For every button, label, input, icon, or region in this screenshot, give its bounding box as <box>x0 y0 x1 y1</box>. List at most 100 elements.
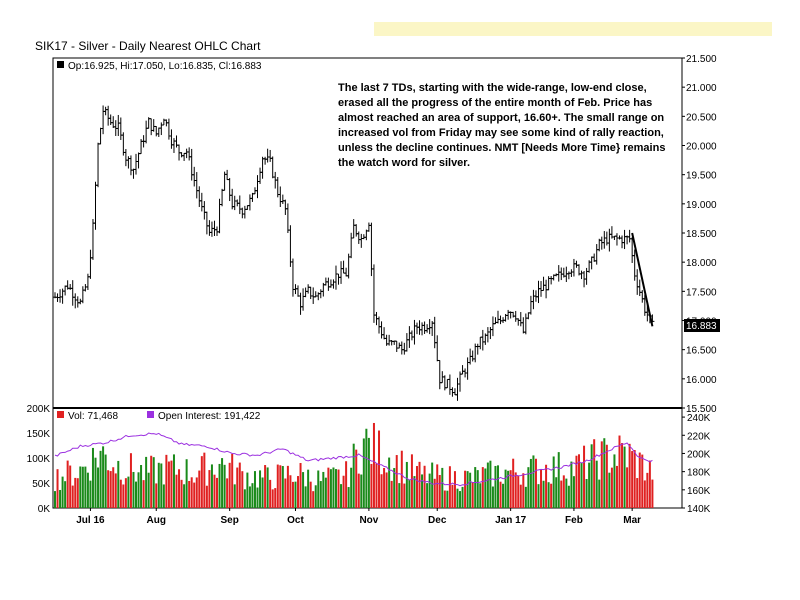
volume-bar <box>415 466 418 508</box>
volume-bar <box>499 481 502 508</box>
volume-bar <box>309 481 312 508</box>
volume-bar <box>145 456 148 508</box>
volume-bar <box>342 475 345 508</box>
volume-bar <box>312 491 315 508</box>
oi-ytick-label: 240K <box>687 413 711 424</box>
volume-bar <box>461 486 464 508</box>
volume-bar <box>588 462 591 508</box>
volume-bar <box>641 454 644 508</box>
volume-bar <box>496 465 499 508</box>
volume-bar <box>150 455 153 508</box>
volume-bar <box>178 469 181 508</box>
volume-bar <box>628 443 631 508</box>
volume-bar <box>200 456 203 508</box>
volume-bar <box>324 477 327 508</box>
volume-bar <box>102 446 105 508</box>
volume-bar <box>514 472 517 508</box>
volume-bar <box>205 485 208 508</box>
volume-bar <box>276 464 279 508</box>
price-ytick-label: 21.500 <box>686 54 717 65</box>
volume-bar <box>583 445 586 508</box>
volume-bar <box>441 467 444 508</box>
xtick-label: Aug <box>147 515 166 526</box>
vol-legend-swatch <box>57 411 64 418</box>
last-close-label: 16.883 <box>686 321 717 332</box>
price-panel-frame <box>52 57 683 409</box>
volume-bar <box>160 463 163 508</box>
volume-bar <box>608 472 611 508</box>
volume-bar <box>466 471 469 508</box>
vol-legend: Vol: 71,468 <box>68 411 118 422</box>
volume-bar <box>502 483 505 508</box>
volume-bar <box>484 468 487 508</box>
volume-bar <box>357 473 360 508</box>
volume-bar <box>137 472 140 508</box>
volume-bar <box>99 450 102 508</box>
volume-bar <box>405 461 408 508</box>
volume-bar <box>190 477 193 508</box>
price-ytick-label: 16.000 <box>686 375 717 386</box>
volume-bar <box>314 485 317 508</box>
volume-bar <box>567 485 570 508</box>
volume-bar <box>289 475 292 508</box>
volume-bar <box>132 471 135 508</box>
volume-bar <box>170 460 173 508</box>
volume-bar <box>142 480 145 508</box>
price-ytick-label: 18.500 <box>686 229 717 240</box>
volume-bar <box>122 484 125 508</box>
volume-bar <box>643 480 646 508</box>
volume-bar <box>636 478 639 508</box>
volume-bar <box>188 480 191 508</box>
volume-bar <box>590 444 593 508</box>
oi-ytick-label: 220K <box>687 431 711 442</box>
volume-bar <box>378 430 381 508</box>
volume-bar <box>243 489 246 508</box>
vol-ytick-label: 0K <box>38 504 51 515</box>
volume-bar <box>345 461 348 508</box>
volume-bar <box>193 482 196 508</box>
volume-panel-frame <box>52 407 683 509</box>
volume-bar <box>651 479 654 508</box>
volume-bar <box>221 458 224 508</box>
volume-bar <box>486 462 489 508</box>
volume-bar <box>438 474 441 508</box>
volume-bar <box>157 462 160 508</box>
price-legend-swatch <box>57 61 64 68</box>
volume-bar <box>367 437 370 508</box>
volume-bar <box>400 450 403 508</box>
volume-bar <box>605 444 608 508</box>
volume-bar <box>365 428 368 508</box>
volume-bar <box>471 482 474 508</box>
volume-bar <box>302 472 305 508</box>
volume-bar <box>542 480 545 508</box>
volume-bar <box>350 467 353 508</box>
volume-bar <box>297 476 300 508</box>
yellow-banner <box>374 22 772 36</box>
volume-bar <box>557 452 560 508</box>
volume-bar <box>570 461 573 508</box>
volume-bar <box>147 472 150 508</box>
volume-bar <box>593 439 596 508</box>
volume-bar <box>286 465 289 508</box>
vol-ytick-label: 100K <box>27 454 51 465</box>
volume-bar <box>621 443 624 508</box>
volume-bar <box>180 479 183 508</box>
volume-bar <box>140 465 143 508</box>
volume-bar <box>474 467 477 508</box>
volume-bar <box>507 470 510 508</box>
oi-ytick-label: 180K <box>687 468 711 479</box>
volume-bar <box>84 466 87 508</box>
volume-bar <box>107 470 110 508</box>
volume-bar <box>337 469 340 508</box>
volume-bar <box>251 483 254 508</box>
volume-bar <box>537 484 540 508</box>
volume-bar <box>413 476 416 508</box>
volume-bar <box>459 491 462 508</box>
volume-bar <box>340 484 343 508</box>
volume-bar <box>165 454 168 508</box>
oi-ytick-label: 140K <box>687 504 711 515</box>
volume-bar <box>203 452 206 508</box>
volume-bar <box>317 470 320 508</box>
price-ytick-label: 21.000 <box>686 83 717 94</box>
